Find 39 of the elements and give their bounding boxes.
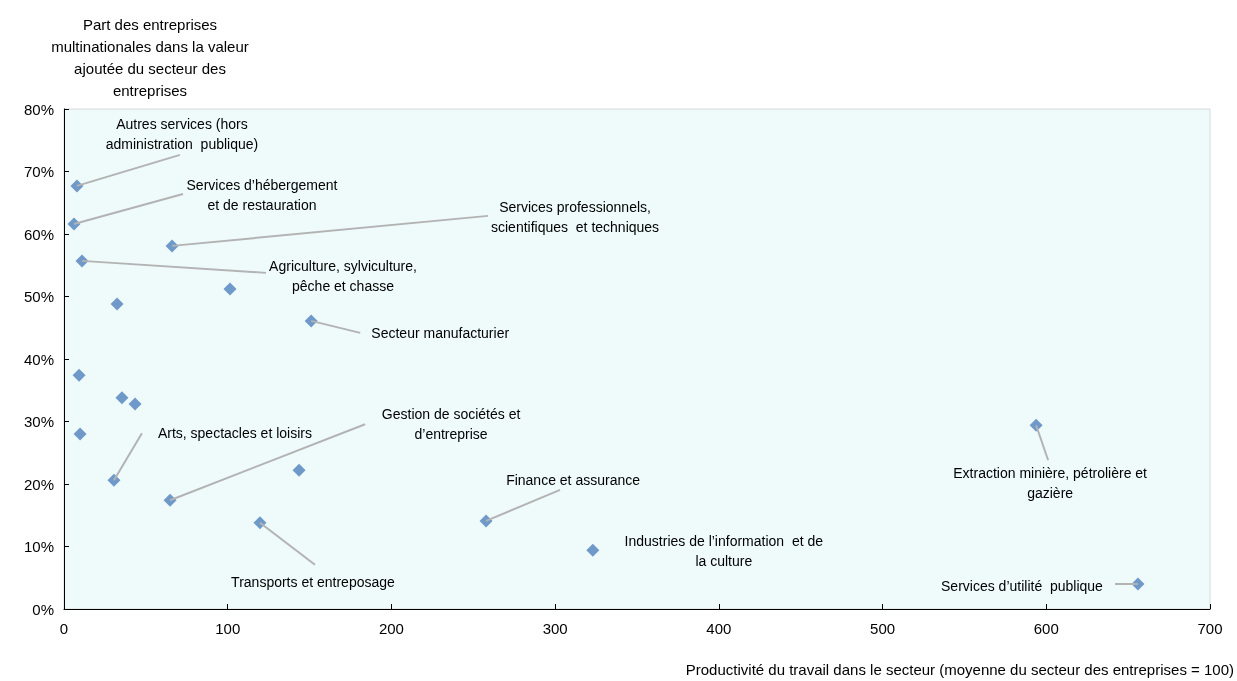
point	[128, 397, 142, 411]
annotation: Services professionnels, scientifiques et techniques	[491, 198, 660, 235]
annotation: Agriculture, sylviculture, pêche et chasse	[269, 257, 417, 294]
y-axis-title: Part des entreprises multinationales dans la valeur ajoutée du secteur des entreprises	[51, 15, 249, 99]
y-tick-label: 30%	[23, 413, 54, 430]
annotation: Arts, spectacles et loisirs	[157, 425, 312, 442]
point	[223, 282, 237, 296]
annotation: Transports et entreposage	[231, 573, 396, 590]
point	[586, 543, 600, 557]
x-tick-label: 600	[1033, 620, 1059, 637]
annotation: Services d’utilité publique	[941, 578, 1104, 594]
annotation: Gestion de sociétés et d’entreprise	[381, 406, 521, 443]
annotation: Industries de l’information et de la culture	[624, 533, 824, 570]
y-tick-label: 20%	[23, 475, 54, 493]
annotation: Finance et assurance	[506, 471, 641, 488]
annotation: Extraction minière, pétrolière et gazière	[953, 465, 1148, 502]
annotation: Secteur manufacturier	[371, 324, 510, 341]
x-tick-label: 700	[1197, 620, 1223, 637]
y-tick-label: 60%	[23, 225, 54, 243]
y-tick-label: 80%	[23, 100, 54, 118]
point	[73, 427, 87, 441]
x-axis-title: Productivité du travail dans le secteur (moyenne du secteur des entreprises = 100)	[685, 660, 1234, 678]
annotation: Services d’hébergement et de restauration	[186, 177, 338, 213]
x-tick-label: 500	[870, 620, 896, 637]
point	[110, 297, 124, 311]
y-tick-label: 0%	[32, 600, 54, 618]
annotation: Autres services (hors administration publique)	[105, 115, 259, 152]
point	[115, 391, 129, 405]
x-tick-label: 200	[378, 620, 404, 637]
point	[292, 463, 306, 477]
x-tick-label: 0	[59, 620, 69, 637]
x-tick-label: 100	[215, 620, 241, 637]
y-tick-label: 10%	[23, 538, 54, 555]
point	[72, 368, 86, 382]
y-tick-label: 50%	[23, 288, 54, 305]
x-tick-label: 300	[542, 620, 568, 637]
y-tick-label: 70%	[23, 163, 54, 180]
y-tick-label: 40%	[23, 350, 54, 368]
x-tick-label: 400	[706, 620, 732, 637]
